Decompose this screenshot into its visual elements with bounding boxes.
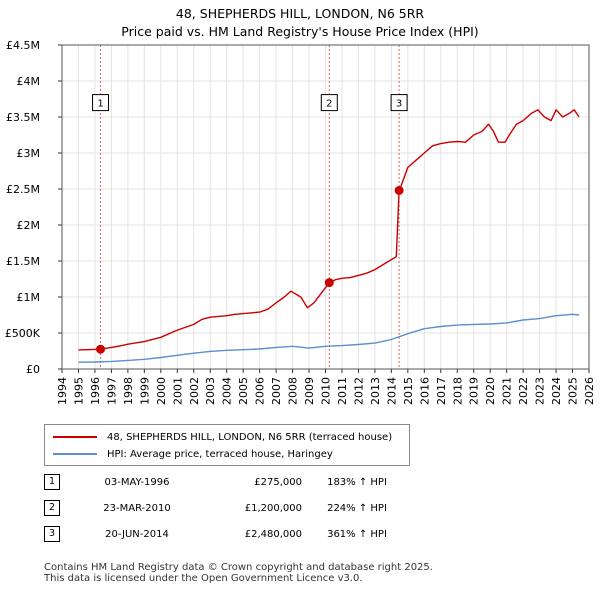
sale-marker-box (92, 94, 110, 112)
legend-item-hpi: HPI: Average price, terraced house, Hari… (53, 447, 333, 461)
x-tick-label: 2015 (402, 377, 415, 405)
legend-label-hpi: HPI: Average price, terraced house, Hari… (107, 448, 333, 460)
y-tick-label: £1M (17, 291, 41, 304)
y-tick-label: £2.5M (6, 183, 40, 196)
sale-hpi-change: 224% ↑ HPI (327, 502, 387, 514)
x-tick-label: 2014 (385, 377, 398, 405)
property-price-line (78, 109, 580, 351)
legend: 48, SHEPHERDS HILL, LONDON, N6 5RR (terr… (44, 424, 410, 466)
x-tick-label: 2004 (221, 377, 234, 405)
x-tick-label: 2000 (155, 377, 168, 405)
sale-date: 03-MAY-1996 (104, 476, 170, 488)
x-tick-label: 2025 (567, 377, 580, 405)
sale-date: 20-JUN-2014 (105, 528, 169, 540)
x-tick-label: 2010 (320, 377, 333, 405)
sale-number-badge: 3 (44, 526, 60, 542)
footer-licence: This data is licensed under the Open Gov… (44, 573, 363, 584)
legend-swatch-property (53, 436, 97, 438)
x-tick-label: 2023 (534, 377, 547, 405)
sale-number-badge: 1 (44, 474, 60, 490)
x-tick-label: 2007 (270, 377, 283, 405)
x-tick-label: 1999 (138, 377, 151, 405)
sale-marker-box (320, 94, 338, 112)
plot-frame (61, 44, 590, 370)
sale-date: 23-MAR-2010 (103, 502, 171, 514)
chart-title: 48, SHEPHERDS HILL, LONDON, N6 5RR (175, 6, 425, 21)
x-tick-label: 2019 (468, 377, 481, 405)
transactions-table: 1 03-MAY-1996 £275,000 183% ↑ HPI 2 23-M… (44, 472, 412, 544)
sale-price: £1,200,000 (244, 502, 302, 514)
x-tick-label: 2013 (369, 377, 382, 405)
legend-label-property: 48, SHEPHERDS HILL, LONDON, N6 5RR (terr… (107, 431, 393, 443)
y-tick-label: £3M (17, 147, 41, 160)
sale-price: £2,480,000 (244, 528, 302, 540)
x-tick-label: 2008 (287, 377, 300, 405)
footer-copyright: Contains HM Land Registry data © Crown c… (44, 562, 433, 573)
y-tick-label: £2M (17, 219, 41, 232)
x-tick-label: 2021 (501, 377, 514, 405)
y-tick-label: £4M (17, 75, 41, 88)
x-tick-label: 2024 (550, 377, 563, 405)
x-tick-label: 2003 (204, 377, 217, 405)
x-tick-label: 1996 (89, 377, 102, 405)
price-chart: 1994 1995 1996 1997 1998 1999 2000 2001 2002 2003… (5, 39, 596, 405)
x-tick-label: 2022 (517, 377, 530, 405)
x-tick-label: 2006 (254, 377, 267, 405)
sale-hpi-change: 183% ↑ HPI (327, 476, 387, 488)
sale-point (324, 278, 334, 288)
sale-hpi-change: 361% ↑ HPI (327, 528, 387, 540)
x-tick-label: 2002 (188, 377, 201, 405)
sale-point (96, 344, 106, 354)
y-tick-label: £1.5M (6, 255, 40, 268)
x-tick-label: 2009 (303, 377, 316, 405)
legend-swatch-hpi (53, 453, 97, 455)
x-tick-label: 1995 (72, 377, 85, 405)
x-tick-label: 1998 (122, 377, 135, 405)
legend-item-property: 48, SHEPHERDS HILL, LONDON, N6 5RR (terr… (53, 430, 392, 444)
sale-marker-label: 1 (97, 99, 103, 110)
hpi-line (78, 313, 580, 363)
sale-number-badge: 2 (44, 500, 60, 516)
y-tick-label: £0 (26, 363, 40, 376)
chart-subtitle: Price paid vs. HM Land Registry's House … (121, 24, 479, 39)
x-tick-label: 2011 (336, 377, 349, 405)
x-tick-label: 2017 (435, 377, 448, 405)
table-row: 1 03-MAY-1996 £275,000 183% ↑ HPI (44, 472, 412, 492)
x-tick-label: 2020 (484, 377, 497, 405)
y-tick-label: £3.5M (6, 111, 40, 124)
x-tick-label: 2001 (171, 377, 184, 405)
sale-marker-box (390, 94, 408, 112)
x-tick-label: 1994 (56, 377, 69, 405)
sale-point (394, 185, 404, 195)
y-tick-label: £500K (5, 327, 41, 340)
table-row: 3 20-JUN-2014 £2,480,000 361% ↑ HPI (44, 524, 412, 544)
x-tick-label: 2018 (451, 377, 464, 405)
x-tick-label: 1997 (105, 377, 118, 405)
y-tick-label: £4.5M (6, 39, 40, 52)
x-tick-label: 2026 (583, 377, 596, 405)
sale-price: £275,000 (254, 476, 302, 488)
sale-marker-label: 3 (396, 99, 402, 110)
x-tick-label: 2012 (352, 377, 365, 405)
x-tick-label: 2016 (418, 377, 431, 405)
sale-marker-label: 2 (326, 99, 332, 110)
x-tick-label: 2005 (237, 377, 250, 405)
table-row: 2 23-MAR-2010 £1,200,000 224% ↑ HPI (44, 498, 412, 518)
